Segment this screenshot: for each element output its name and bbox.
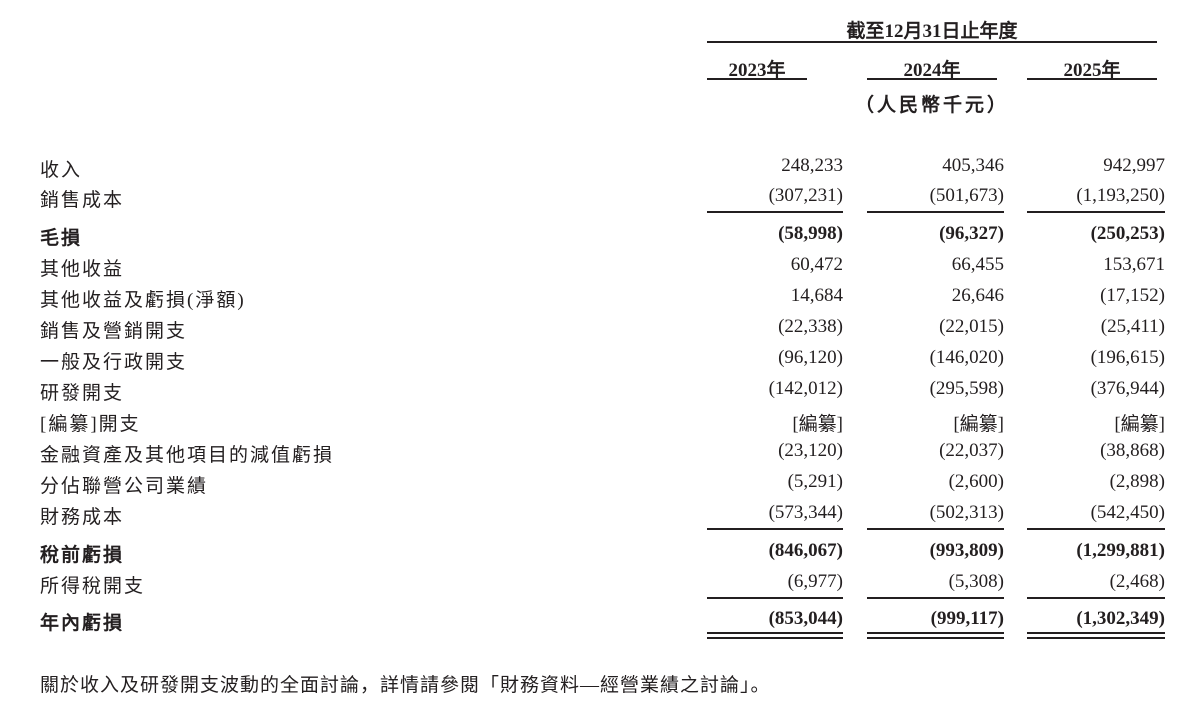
cell-value: 405,346 — [942, 155, 1004, 176]
cell-value: (58,998) — [778, 223, 843, 244]
cell-value: (5,308) — [948, 571, 1004, 592]
cell-value: (22,015) — [939, 316, 1004, 337]
cell-value: (1,193,250) — [1076, 185, 1165, 206]
cell-value: (22,338) — [778, 316, 843, 337]
row-label: 一般及行政開支 — [40, 352, 188, 373]
subtotal-rule — [867, 528, 1004, 530]
cell-value: (25,411) — [1100, 316, 1165, 337]
cell-value: (196,615) — [1090, 347, 1165, 368]
row-label: 財務成本 — [40, 507, 125, 528]
cell-value: (307,231) — [768, 185, 843, 206]
year-header-2024: 2024年 — [903, 60, 961, 81]
cell-value: 942,997 — [1103, 155, 1165, 176]
subtotal-rule — [707, 211, 843, 213]
row-label: 分佔聯營公司業績 — [40, 476, 209, 497]
row-label: [編纂]開支 — [40, 414, 141, 435]
year-header-2025: 2025年 — [1063, 60, 1121, 81]
cell-value: (853,044) — [768, 608, 843, 629]
cell-value: 153,671 — [1103, 254, 1165, 275]
cell-value: (17,152) — [1100, 285, 1165, 306]
cell-value: (502,313) — [929, 502, 1004, 523]
subtotal-rule — [1027, 211, 1165, 213]
total-double-rule — [1027, 632, 1165, 639]
cell-value: (1,302,349) — [1076, 608, 1165, 629]
cell-value: 26,646 — [951, 285, 1004, 306]
year-rule-2023 — [707, 78, 807, 80]
cell-value: (542,450) — [1090, 502, 1165, 523]
row-label: 稅前虧損 — [40, 545, 125, 566]
cell-value: [編纂] — [1114, 414, 1165, 435]
cell-value: [編纂] — [953, 414, 1004, 435]
cell-value: (96,120) — [778, 347, 843, 368]
cell-value: 248,233 — [781, 155, 843, 176]
cell-value: (295,598) — [929, 378, 1004, 399]
row-label: 所得稅開支 — [40, 576, 146, 597]
row-label: 銷售成本 — [40, 190, 125, 211]
row-label: 年內虧損 — [40, 613, 125, 634]
cell-value: (250,253) — [1090, 223, 1165, 244]
row-label: 銷售及營銷開支 — [40, 321, 188, 342]
row-label: 金融資產及其他項目的減值虧損 — [40, 445, 335, 466]
footnote: 關於收入及研發開支波動的全面討論，詳情請參閱「財務資料—經營業績之討論」。 — [40, 675, 771, 696]
row-label: 收入 — [40, 160, 83, 181]
total-double-rule — [707, 632, 843, 639]
year-header-2023: 2023年 — [728, 60, 786, 81]
row-label: 其他收益 — [40, 259, 125, 280]
cell-value: (142,012) — [768, 378, 843, 399]
cell-value: (2,468) — [1109, 571, 1165, 592]
cell-value: 14,684 — [790, 285, 843, 306]
cell-value: (999,117) — [930, 608, 1004, 629]
row-label: 其他收益及虧損(淨額) — [40, 290, 246, 311]
cell-value: (2,600) — [948, 471, 1004, 492]
cell-value: (1,299,881) — [1076, 540, 1165, 561]
subtotal-rule — [867, 211, 1004, 213]
cell-value: 66,455 — [951, 254, 1004, 275]
cell-value: (146,020) — [929, 347, 1004, 368]
cell-value: (573,344) — [768, 502, 843, 523]
year-rule-2024 — [867, 78, 997, 80]
subtotal-rule — [707, 597, 843, 599]
cell-value: (38,868) — [1100, 440, 1165, 461]
period-header: 截至12月31日止年度 — [846, 21, 1018, 42]
row-label: 毛損 — [40, 228, 83, 249]
subtotal-rule — [1027, 528, 1165, 530]
subtotal-rule — [1027, 597, 1165, 599]
cell-value: (23,120) — [778, 440, 843, 461]
cell-value: (5,291) — [787, 471, 843, 492]
cell-value: [編纂] — [792, 414, 843, 435]
subtotal-rule — [707, 528, 843, 530]
unit-label: （人民幣千元） — [854, 95, 1009, 116]
subtotal-rule — [867, 597, 1004, 599]
cell-value: (6,977) — [787, 571, 843, 592]
row-label: 研發開支 — [40, 383, 125, 404]
cell-value: (993,809) — [929, 540, 1004, 561]
cell-value: (846,067) — [768, 540, 843, 561]
cell-value: (501,673) — [929, 185, 1004, 206]
cell-value: (376,944) — [1090, 378, 1165, 399]
cell-value: (2,898) — [1109, 471, 1165, 492]
period-rule — [707, 41, 1157, 43]
cell-value: (96,327) — [939, 223, 1004, 244]
cell-value: (22,037) — [939, 440, 1004, 461]
cell-value: 60,472 — [790, 254, 843, 275]
year-rule-2025 — [1027, 78, 1157, 80]
total-double-rule — [867, 632, 1004, 639]
